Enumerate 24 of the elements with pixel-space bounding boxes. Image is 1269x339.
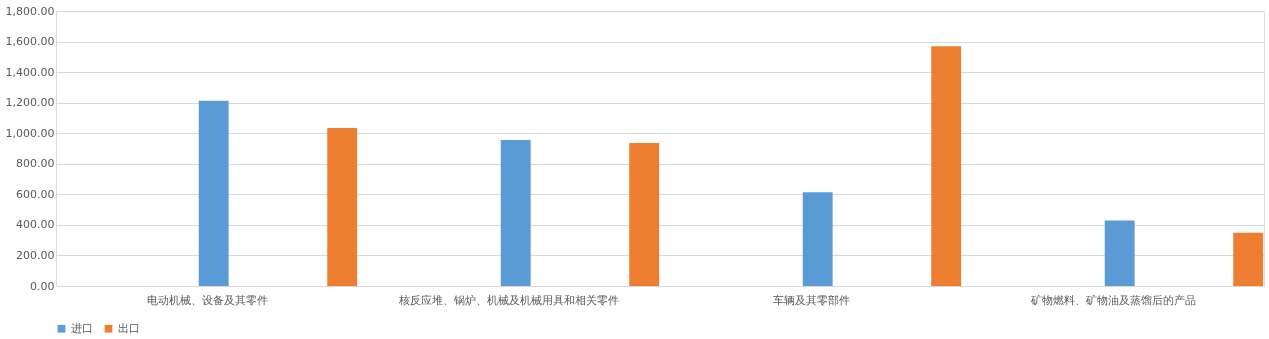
y-tick-label: 600.00: [16, 187, 55, 201]
bar: [327, 127, 358, 286]
bar: [931, 46, 962, 286]
bar: [500, 139, 531, 286]
x-tick-label: 车辆及其零部件: [772, 293, 850, 307]
y-tick-label: 400.00: [16, 218, 55, 232]
y-tick-label: 200.00: [16, 248, 55, 262]
y-tick-label: 1,200.00: [5, 96, 55, 110]
bar: [629, 143, 660, 286]
bar: [198, 100, 229, 286]
x-tick-label: 电动机械、设备及其零件: [146, 293, 268, 307]
y-tick-label: 0.00: [30, 279, 55, 293]
y-tick-label: 800.00: [16, 157, 55, 171]
legend-label: 出口: [118, 321, 140, 335]
y-tick-label: 1,600.00: [5, 35, 55, 49]
y-tick-label: 1,400.00: [5, 65, 55, 79]
y-tick-label: 1,000.00: [5, 126, 55, 140]
legend-label: 进口: [71, 321, 93, 335]
bar: [1233, 232, 1264, 286]
bar: [1104, 220, 1135, 286]
bar: [802, 192, 833, 286]
y-tick-label: 1,800.00: [5, 4, 55, 18]
x-tick-label: 矿物燃料、矿物油及蒸馏后的产品: [1029, 293, 1196, 307]
x-tick-label: 核反应堆、锅炉、机械及机械用具和相关零件: [398, 293, 619, 307]
